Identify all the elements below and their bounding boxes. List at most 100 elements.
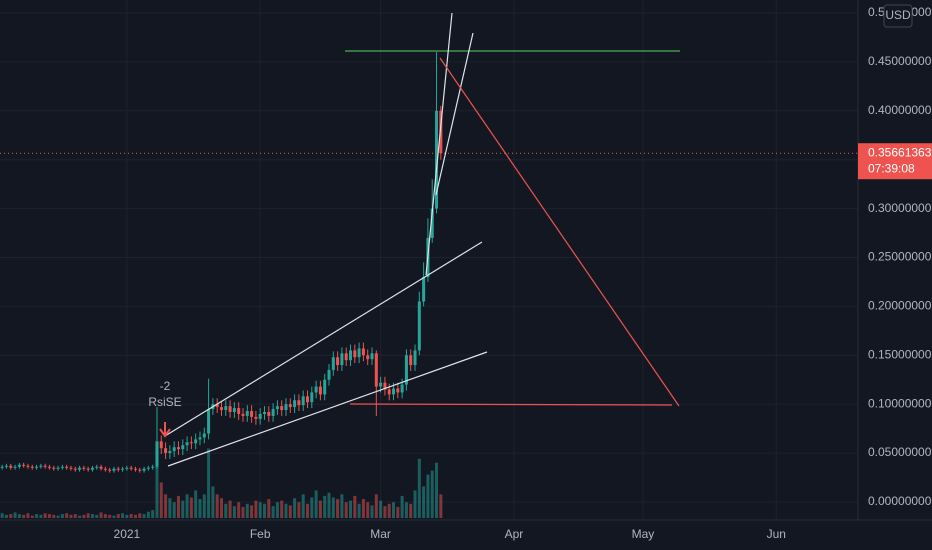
y-tick-label: 0.05000000 xyxy=(868,445,932,459)
y-tick-label: 0.40000000 xyxy=(868,103,932,117)
volume-bar xyxy=(43,513,47,518)
candle-body xyxy=(318,386,322,395)
candle-body xyxy=(224,406,228,411)
candle-body xyxy=(26,465,30,467)
candle-body xyxy=(159,441,163,449)
candle-body xyxy=(413,350,417,366)
volume-bar xyxy=(164,494,168,518)
volume-bar xyxy=(78,515,82,518)
volume-bar xyxy=(155,443,159,518)
candle-body xyxy=(344,353,348,361)
candle-body xyxy=(374,353,378,387)
candle-body xyxy=(241,413,245,416)
volume-bar xyxy=(202,494,206,518)
y-tick-label: 0.20000000 xyxy=(868,299,932,313)
candle-body xyxy=(361,348,365,356)
candle-body xyxy=(43,465,47,467)
volume-bar xyxy=(228,500,232,518)
candle-body xyxy=(56,467,60,469)
volume-bar xyxy=(86,513,90,518)
volume-bar xyxy=(47,514,51,518)
volume-bar xyxy=(30,515,34,518)
volume-bar xyxy=(194,490,198,518)
candle-body xyxy=(172,447,176,452)
volume-bar xyxy=(349,500,353,518)
candle-body xyxy=(133,468,137,470)
candle-body xyxy=(129,467,133,469)
price-tag-value: 0.35661363 xyxy=(868,145,932,159)
volume-bar xyxy=(379,500,383,518)
volume-bar xyxy=(185,494,189,518)
volume-bar xyxy=(95,514,99,518)
volume-bar xyxy=(129,514,133,518)
volume-bar xyxy=(26,513,30,518)
candle-body xyxy=(198,437,202,440)
candle-body xyxy=(327,369,331,380)
candles xyxy=(0,52,858,473)
x-tick-label: Jun xyxy=(767,527,786,541)
volume-bar xyxy=(387,503,391,518)
y-tick-label: 0.30000000 xyxy=(868,201,932,215)
volume-bar xyxy=(357,503,361,518)
candle-body xyxy=(254,416,258,419)
candle-body xyxy=(82,467,86,469)
candle-body xyxy=(52,467,56,469)
candle-body xyxy=(69,467,73,469)
candle-body xyxy=(215,404,219,408)
price-tag xyxy=(858,143,932,180)
volume-bar xyxy=(60,514,64,518)
volume-bar xyxy=(232,506,236,518)
volume-bar xyxy=(262,503,267,518)
volume-bar xyxy=(374,494,378,518)
volume-bar xyxy=(250,505,254,518)
candle-body xyxy=(336,357,340,366)
volume-bar xyxy=(361,499,365,518)
volume-bar xyxy=(331,497,335,518)
candle-body xyxy=(349,350,353,361)
y-tick-label: 0.45000000 xyxy=(868,54,932,68)
candle-body xyxy=(142,468,146,471)
candle-body xyxy=(323,379,327,395)
candle-body xyxy=(383,382,387,390)
candle-body xyxy=(73,468,77,470)
volume-bar xyxy=(353,495,357,518)
candle-body xyxy=(185,442,189,446)
volume-bar xyxy=(82,514,86,518)
drawings xyxy=(159,12,680,467)
volume-bar xyxy=(146,511,150,518)
volume-bar xyxy=(327,492,331,518)
candle-body xyxy=(297,400,301,406)
volume-bar xyxy=(426,474,430,518)
volume-bar xyxy=(56,515,60,518)
currency[interactable]: USD xyxy=(885,8,911,22)
candle-body xyxy=(151,466,155,468)
candle-body xyxy=(404,355,408,385)
trend-line xyxy=(167,351,488,467)
candle-body xyxy=(22,464,26,466)
volume-bar xyxy=(219,498,223,518)
candle-body xyxy=(108,469,112,471)
candle-body xyxy=(280,406,284,411)
currency-box[interactable] xyxy=(883,4,913,28)
candle-body xyxy=(293,400,297,408)
volume-bar xyxy=(159,482,163,518)
candle-body xyxy=(90,467,94,470)
volume-bar xyxy=(400,495,404,518)
volume-bar xyxy=(207,448,211,518)
candle-body xyxy=(353,350,357,358)
volume-bar xyxy=(336,499,340,518)
x-tick-label: Apr xyxy=(505,527,524,541)
volume-bar xyxy=(237,502,241,518)
trend-line xyxy=(164,241,483,437)
trend-line xyxy=(425,12,453,276)
volume-bar xyxy=(73,514,77,518)
candle-body xyxy=(168,451,172,454)
x-tick-label: May xyxy=(632,527,655,541)
volume-bar xyxy=(90,514,94,518)
candle-body xyxy=(164,448,168,454)
volume-bar xyxy=(215,494,219,518)
volume-bar xyxy=(409,503,413,518)
candle-body xyxy=(125,467,129,469)
candle-body xyxy=(379,382,383,387)
